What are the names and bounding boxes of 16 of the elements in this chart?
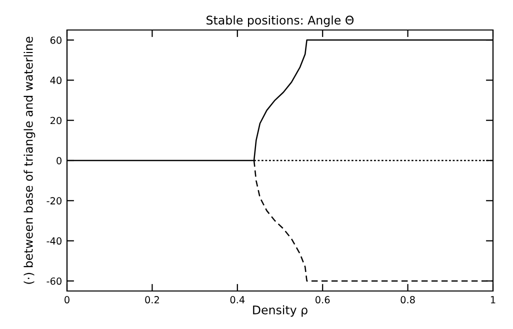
x-tick-label: 0 xyxy=(64,296,70,304)
y-tick-label: -60 xyxy=(46,277,62,285)
y-tick-label: 40 xyxy=(50,76,62,84)
x-tick-label: 0.2 xyxy=(145,296,159,304)
x-tick-label: 0.6 xyxy=(316,296,330,304)
x-tick-label: 0.4 xyxy=(230,296,245,304)
y-tick-label: 20 xyxy=(50,116,62,124)
x-tick-label: 1 xyxy=(490,296,496,304)
y-axis-title: (·) between base of triangle and waterline xyxy=(24,36,36,284)
x-axis-title: Density ρ xyxy=(253,305,308,317)
x-tick-label: 0.8 xyxy=(400,296,415,304)
chart-title: Stable positions: Angle Θ xyxy=(206,15,354,27)
y-tick-label: 60 xyxy=(50,36,62,44)
y-tick-label: -40 xyxy=(46,237,62,245)
y-tick-label: -20 xyxy=(46,197,62,204)
y-tick-label: 0 xyxy=(56,156,62,164)
